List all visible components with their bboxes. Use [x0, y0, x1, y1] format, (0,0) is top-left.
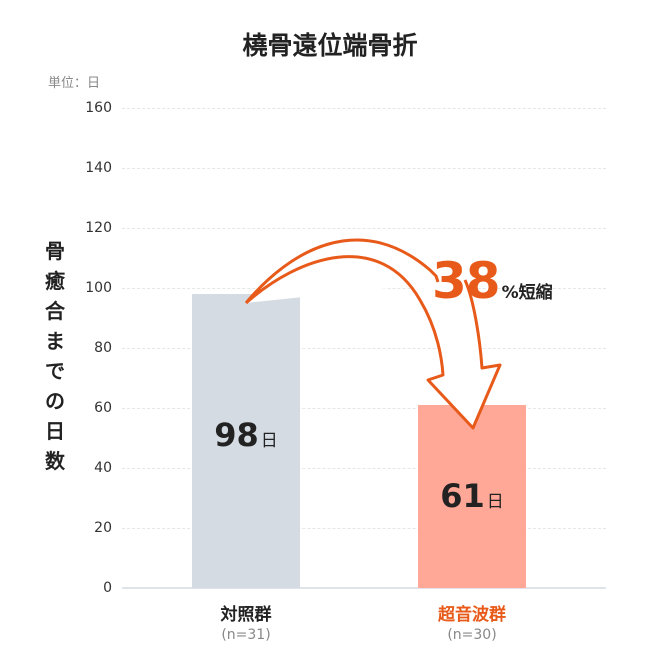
y-tick-label: 80: [94, 340, 112, 356]
category-label-ultrasound: 超音波群 (n=30): [438, 605, 506, 643]
grid-line: [122, 108, 606, 109]
x-axis-line: [122, 587, 606, 589]
chart-title: 橈骨遠位端骨折: [242, 31, 418, 60]
grid-line: [122, 408, 606, 409]
reduction-annotation: 38 %短縮: [432, 252, 553, 310]
bar-ultrasound: 61 日: [418, 405, 526, 588]
y-tick-label: 100: [85, 280, 112, 296]
bar-value-label: 98 日: [214, 416, 278, 454]
bar-value-label: 61 日: [440, 477, 504, 515]
y-tick-label: 120: [85, 220, 112, 236]
y-tick-label: 160: [85, 100, 112, 116]
grid-line: [122, 348, 606, 349]
y-tick-label: 0: [103, 580, 112, 596]
grid-line: [122, 168, 606, 169]
unit-label: 単位：日: [48, 76, 101, 91]
grid-line: [122, 228, 606, 229]
grid-line: [122, 528, 606, 529]
y-tick-label: 140: [85, 160, 112, 176]
bar-control: 98 日: [192, 294, 300, 588]
y-tick-label: 20: [94, 520, 112, 536]
y-tick-label: 40: [94, 460, 112, 476]
category-label-control: 対照群 (n=31): [220, 605, 272, 643]
y-axis-label: 骨癒合までの日数: [45, 239, 65, 473]
grid-line: [122, 468, 606, 469]
y-tick-label: 60: [94, 400, 112, 416]
